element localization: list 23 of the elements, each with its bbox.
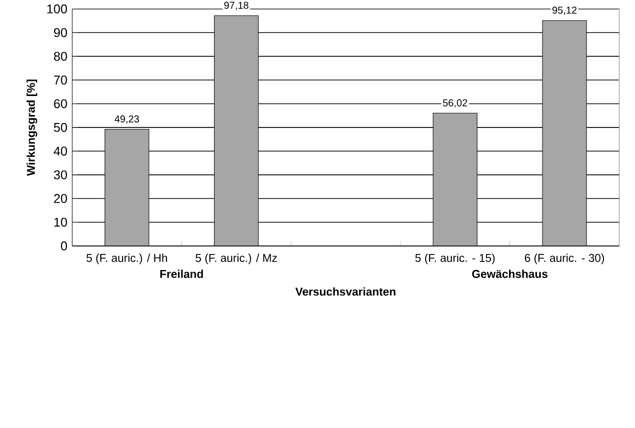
text: Freiland xyxy=(160,269,203,278)
y-tick-label: 0 xyxy=(60,241,67,250)
y-tick-label: 100 xyxy=(47,4,67,14)
y-axis-title: Wirkungsgrad [%] xyxy=(26,79,38,176)
y-tick-label: 60 xyxy=(54,99,67,108)
y-tick-label: 50 xyxy=(54,122,67,132)
x-tick-label: 6 (F. auric. - 30) xyxy=(524,253,604,264)
data-label: 56,02 xyxy=(442,99,468,108)
data-label: 95,12 xyxy=(552,6,577,15)
x-axis-title: Versuchsvarianten xyxy=(295,287,396,296)
x-tick-label: 5 (F. auric.) / Mz xyxy=(196,253,277,264)
y-tick-label: 10 xyxy=(54,218,67,226)
x-tick-label: 5 (F. auric.) / Hh xyxy=(86,253,167,264)
data-label: 97,18 xyxy=(224,2,248,10)
y-tick-label: 90 xyxy=(54,28,67,37)
text: Gewächshaus xyxy=(472,269,548,278)
y-tick-label: 80 xyxy=(54,52,67,61)
y-tick-label: 20 xyxy=(54,194,67,203)
data-label: 49,23 xyxy=(114,115,139,124)
y-tick-label: 70 xyxy=(54,75,67,84)
x-tick-label: 5 (F. auric. - 15) xyxy=(415,253,495,264)
y-tick-label: 40 xyxy=(54,146,67,156)
y-tick-label: 30 xyxy=(54,170,67,180)
